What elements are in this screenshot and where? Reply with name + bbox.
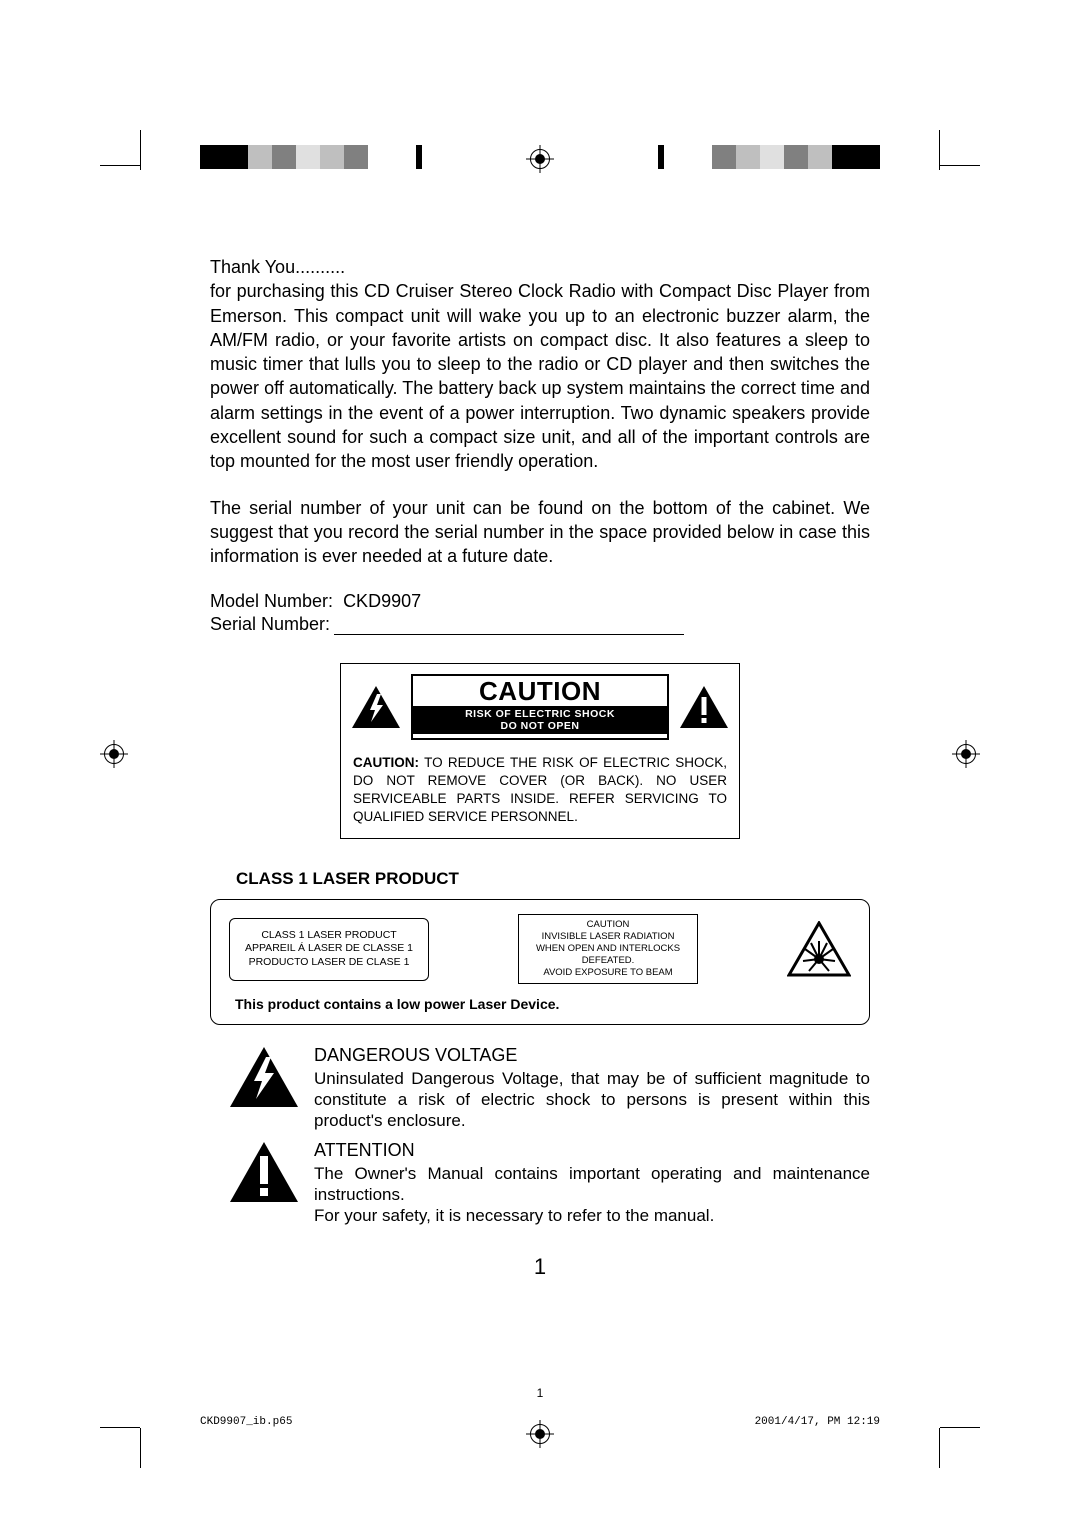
dangerous-voltage-title: DANGEROUS VOLTAGE [314, 1045, 870, 1066]
model-number-line: Model Number: CKD9907 [210, 591, 870, 612]
laser-heading: CLASS 1 LASER PRODUCT [236, 869, 870, 889]
thank-you-line: Thank You.......... [210, 255, 870, 279]
registration-mark-icon [952, 740, 980, 768]
page-number: 1 [210, 1254, 870, 1280]
serial-number-line: Serial Number: [210, 614, 870, 635]
page-content: Thank You.......... for purchasing this … [210, 255, 870, 1280]
lightning-triangle-icon [351, 685, 401, 729]
warnings-section: DANGEROUS VOLTAGE Uninsulated Dangerous … [210, 1045, 870, 1227]
footer-date: 2001/4/17, PM 12:19 [755, 1416, 880, 1428]
lightning-triangle-icon [228, 1045, 300, 1109]
attention-text: The Owner's Manual contains important op… [314, 1163, 870, 1227]
crop-mark [940, 165, 980, 166]
laser-class-label: CLASS 1 LASER PRODUCT APPAREIL Á LASER D… [229, 918, 429, 981]
color-bar [200, 145, 422, 169]
registration-mark-icon [100, 740, 128, 768]
crop-mark [939, 130, 940, 170]
crop-mark [140, 1428, 141, 1468]
exclamation-triangle-icon [679, 685, 729, 729]
laser-radiation-icon [787, 921, 851, 977]
crop-mark [100, 1427, 140, 1428]
attention-title: ATTENTION [314, 1140, 870, 1161]
registration-mark-icon [526, 145, 554, 173]
footer-filename: CKD9907_ib.p65 [200, 1416, 292, 1428]
color-bar [658, 145, 880, 169]
intro-paragraph-1: for purchasing this CD Cruiser Stereo Cl… [210, 279, 870, 473]
crop-mark [100, 165, 140, 166]
laser-panel: CLASS 1 LASER PRODUCT APPAREIL Á LASER D… [210, 899, 870, 1024]
model-label: Model Number: [210, 591, 333, 611]
caution-body-text: CAUTION: TO REDUCE THE RISK OF ELECTRIC … [341, 748, 739, 839]
exclamation-triangle-icon [228, 1140, 300, 1204]
laser-caution-label: CAUTION INVISIBLE LASER RADIATION WHEN O… [518, 914, 698, 983]
intro-text: Thank You.......... for purchasing this … [210, 255, 870, 635]
footer-page-number: 1 [537, 1386, 544, 1400]
caution-panel: CAUTION RISK OF ELECTRIC SHOCKDO NOT OPE… [340, 663, 740, 840]
serial-blank-line [334, 634, 684, 635]
caution-subtitle: RISK OF ELECTRIC SHOCKDO NOT OPEN [413, 706, 667, 734]
laser-note: This product contains a low power Laser … [235, 996, 851, 1012]
serial-label: Serial Number: [210, 614, 330, 634]
crop-mark [140, 130, 141, 170]
model-value: CKD9907 [343, 591, 421, 611]
intro-paragraph-2: The serial number of your unit can be fo… [210, 496, 870, 569]
dangerous-voltage-text: Uninsulated Dangerous Voltage, that may … [314, 1068, 870, 1132]
print-footer: CKD9907_ib.p65 2001/4/17, PM 12:19 [200, 1416, 880, 1428]
caution-title: CAUTION [413, 678, 667, 704]
crop-mark [939, 1428, 940, 1468]
crop-mark [940, 1427, 980, 1428]
